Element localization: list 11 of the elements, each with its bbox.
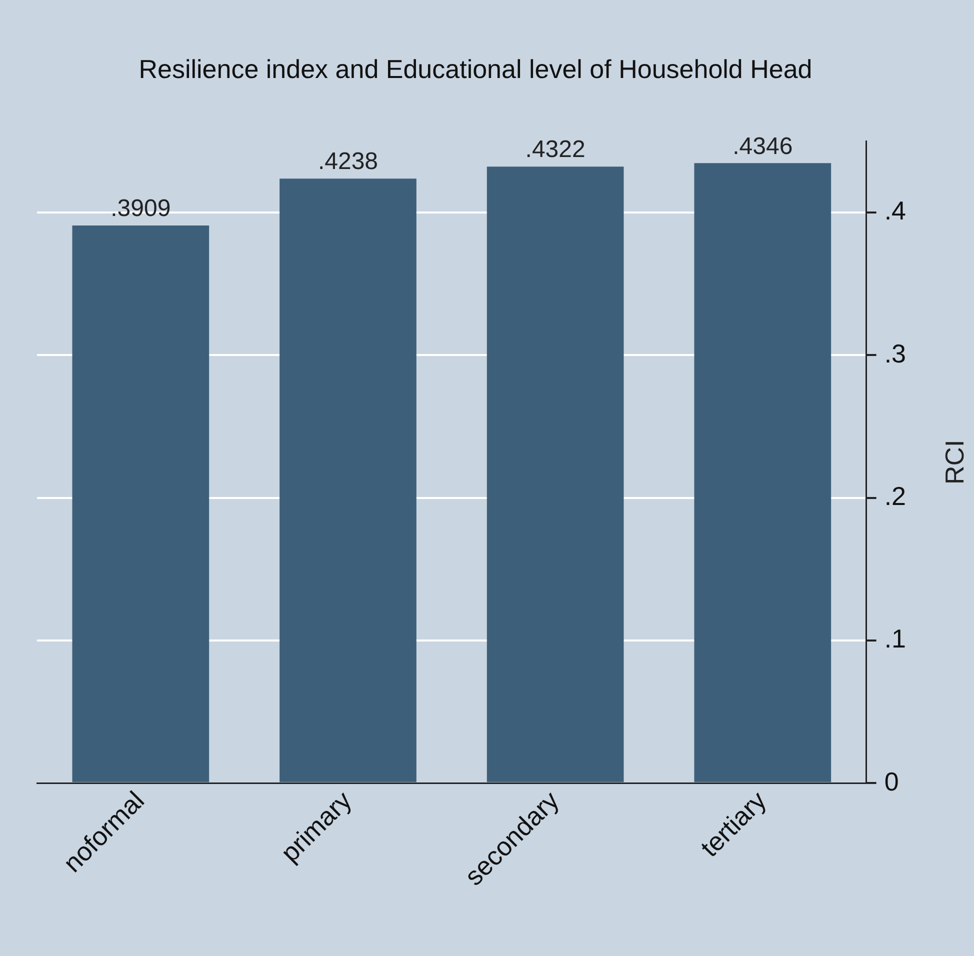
y-tick-label: .4 <box>884 196 906 226</box>
y-axis-title: RCI <box>939 440 970 485</box>
y-tick-label: .3 <box>884 338 906 368</box>
chart-title: Resilience index and Educational level of Household Head <box>138 54 812 84</box>
y-tick-label: .1 <box>884 624 906 654</box>
data-label: .4346 <box>732 132 793 160</box>
data-label: .4238 <box>318 148 378 176</box>
data-label: .4322 <box>525 136 586 164</box>
y-tick-label: .2 <box>884 480 906 511</box>
data-label: .3909 <box>110 195 171 222</box>
y-tick-label: 0 <box>884 766 899 796</box>
